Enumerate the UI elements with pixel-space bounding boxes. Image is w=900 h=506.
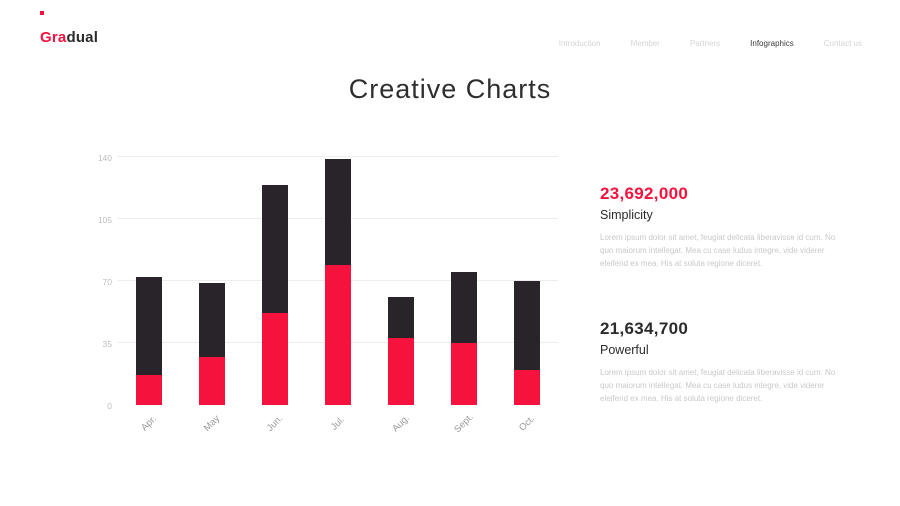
- bar-sept: [450, 272, 477, 405]
- page-title: Creative Charts: [348, 74, 552, 104]
- bar-jul: [325, 158, 351, 405]
- nav-item-partners[interactable]: Partners: [689, 39, 721, 48]
- x-axis-label: May: [202, 413, 223, 434]
- bar-aug: [387, 296, 414, 405]
- brand-logo-accent: Gra: [40, 29, 67, 46]
- bar-segment-top-segment: [513, 281, 540, 370]
- x-axis-label: Oct.: [516, 413, 537, 434]
- top-nav: Introduction Member Partners Infographic…: [559, 39, 862, 48]
- bar-apr: [136, 277, 163, 405]
- bar-segment-bottom-segment: [387, 337, 414, 405]
- y-tick-label: 35: [102, 339, 112, 349]
- stat-powerful: 21,634,700 Powerful Lorem ipsum dolor si…: [600, 319, 837, 405]
- stat-label: Simplicity: [600, 208, 653, 222]
- x-axis-label: Apr.: [139, 413, 160, 434]
- bar-segment-top-segment: [325, 158, 351, 266]
- x-axis-label: Jun.: [264, 413, 286, 434]
- stat-simplicity: 23,692,000 Simplicity Lorem ipsum dolor …: [600, 184, 837, 270]
- brand-logo[interactable]: Gradual: [40, 29, 98, 46]
- y-tick-label: 0: [107, 401, 112, 411]
- bar-jun: [262, 185, 289, 405]
- chart-plot: [118, 156, 558, 405]
- bar-segment-top-segment: [199, 282, 226, 358]
- y-tick-label: 140: [97, 153, 112, 163]
- x-axis-label: Sept.: [451, 411, 476, 436]
- stat-value: 23,692,000: [600, 184, 689, 203]
- y-tick-label: 105: [97, 215, 112, 225]
- stat-body: Lorem ipsum dolor sit amet, feugiat deli…: [600, 368, 836, 403]
- brand-logo-rest: dual: [66, 29, 99, 46]
- bar-segment-top-segment: [262, 185, 289, 313]
- x-axis-label: Aug.: [390, 412, 412, 435]
- nav-item-introduction[interactable]: Introduction: [558, 39, 601, 48]
- stat-value: 21,634,700: [600, 319, 689, 339]
- bar-segment-top-segment: [136, 277, 163, 375]
- bar-segment-bottom-segment: [136, 374, 163, 405]
- stat-label: Powerful: [600, 343, 649, 358]
- bar-segment-bottom-segment: [325, 265, 351, 405]
- nav-item-contact-us[interactable]: Contact us: [823, 39, 862, 48]
- nav-item-member[interactable]: Member: [630, 39, 660, 48]
- bar-segment-top-segment: [387, 296, 414, 338]
- nav-item-infographics[interactable]: Infographics: [750, 39, 794, 48]
- stats-column: 23,692,000 Simplicity Lorem ipsum dolor …: [600, 184, 837, 455]
- brand-dot: [40, 11, 44, 15]
- bar-segment-bottom-segment: [513, 369, 540, 405]
- bar-segment-bottom-segment: [199, 357, 226, 405]
- bar-segment-top-segment: [450, 272, 477, 343]
- stacked-bar-chart: 0 35 70 105 140 Apr. May Jun. Jul. Aug. Sept. Oct.: [88, 150, 568, 460]
- x-axis-label: Jul.: [328, 414, 348, 433]
- y-tick-label: 70: [102, 277, 112, 287]
- gridline: [118, 156, 558, 157]
- bar-segment-bottom-segment: [262, 312, 289, 405]
- bar-may: [199, 282, 226, 405]
- bar-segment-bottom-segment: [450, 343, 477, 405]
- stat-body: Lorem ipsum dolor sit amet, feugiat deli…: [600, 233, 836, 268]
- bar-oct: [513, 281, 540, 405]
